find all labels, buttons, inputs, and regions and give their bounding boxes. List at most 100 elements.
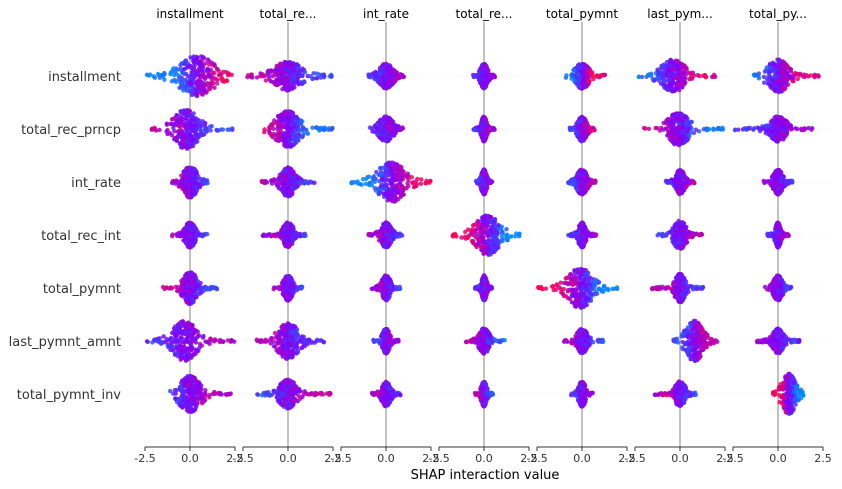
beeswarm-point (164, 129, 169, 134)
beeswarm-cell (663, 167, 697, 197)
beeswarm-point (258, 74, 263, 79)
beeswarm-point (323, 126, 329, 132)
beeswarm-point (192, 140, 198, 145)
beeswarm-point (806, 74, 811, 79)
beeswarm-cell (367, 114, 406, 144)
beeswarm-point (664, 119, 670, 124)
beeswarm-point (192, 192, 198, 197)
beeswarm-point (207, 72, 212, 77)
beeswarm-point (399, 73, 405, 78)
beeswarm-point (149, 127, 155, 133)
beeswarm-point (177, 141, 183, 146)
beeswarm-point (212, 63, 218, 69)
beeswarm-point (662, 79, 667, 85)
beeswarm-point (178, 125, 183, 130)
beeswarm-point (198, 80, 204, 85)
beeswarm-point (280, 74, 285, 79)
beeswarm-point (576, 171, 581, 177)
beeswarm-point (732, 127, 738, 132)
beeswarm-point (296, 175, 301, 180)
beeswarm-point (669, 135, 674, 141)
beeswarm-cell (567, 114, 597, 144)
beeswarm-point (248, 72, 254, 77)
beeswarm-point (286, 191, 292, 196)
beeswarm-point (686, 126, 691, 132)
beeswarm-point (393, 177, 399, 183)
beeswarm-point (262, 127, 267, 132)
beeswarm-point (278, 187, 284, 192)
beeswarm-point (162, 77, 167, 82)
beeswarm-point (481, 76, 486, 81)
beeswarm-point (275, 183, 281, 189)
beeswarm-point (290, 85, 295, 90)
beeswarm-point (179, 132, 185, 137)
beeswarm-point (224, 78, 229, 83)
beeswarm-point (475, 181, 480, 186)
beeswarm-point (207, 81, 213, 86)
beeswarm-point (220, 127, 226, 132)
beeswarm-point (194, 119, 200, 125)
beeswarm-point (577, 68, 583, 74)
beeswarm-point (675, 65, 680, 70)
beeswarm-point (379, 176, 385, 182)
beeswarm-point (208, 128, 213, 133)
beeswarm-point (203, 76, 208, 81)
beeswarm-point (211, 75, 216, 80)
beeswarm-point (254, 75, 260, 80)
beeswarm-point (277, 133, 282, 138)
beeswarm-point (788, 66, 793, 72)
beeswarm-point (414, 181, 420, 187)
beeswarm-point (276, 138, 281, 144)
beeswarm-point (578, 177, 583, 182)
beeswarm-point (197, 62, 202, 68)
beeswarm-cell (636, 57, 718, 94)
beeswarm-point (681, 125, 686, 130)
beeswarm-point (680, 130, 685, 136)
beeswarm-cell (259, 165, 317, 199)
beeswarm-point (581, 171, 587, 176)
beeswarm-point (675, 126, 681, 132)
beeswarm-point (756, 74, 761, 79)
beeswarm-point (381, 70, 386, 76)
beeswarm-point (587, 69, 593, 74)
beeswarm-cell (245, 59, 334, 93)
beeswarm-point (485, 177, 490, 182)
beeswarm-point (269, 181, 275, 186)
beeswarm-point (751, 72, 757, 77)
beeswarm-point (386, 162, 391, 168)
beeswarm-cell (169, 165, 210, 200)
beeswarm-point (777, 125, 782, 131)
beeswarm-point (291, 68, 297, 73)
beeswarm-point (296, 180, 301, 186)
beeswarm-point (384, 194, 390, 199)
beeswarm-point (183, 58, 189, 63)
beeswarm-point (379, 66, 385, 72)
beeswarm-point (169, 132, 175, 138)
beeswarm-point (769, 83, 774, 89)
beeswarm-point (405, 175, 410, 180)
beeswarm-point (711, 126, 716, 131)
beeswarm-point (273, 82, 279, 88)
beeswarm-point (200, 54, 206, 60)
beeswarm-point (585, 65, 590, 70)
beeswarm-point (267, 126, 272, 131)
beeswarm-point (375, 125, 380, 131)
beeswarm-point (266, 68, 271, 73)
beeswarm-point (180, 182, 185, 187)
beeswarm-point (761, 80, 767, 85)
beeswarm-point (809, 127, 814, 132)
beeswarm-point (769, 120, 775, 125)
beeswarm-point (742, 126, 747, 131)
beeswarm-point (688, 70, 694, 76)
beeswarm-point (388, 192, 394, 197)
beeswarm-point (282, 184, 287, 189)
beeswarm-point (415, 176, 420, 182)
beeswarm-point (260, 179, 265, 184)
beeswarm-point (390, 199, 396, 204)
beeswarm-point (379, 83, 385, 88)
beeswarm-point (183, 188, 189, 193)
beeswarm-point (583, 80, 588, 85)
beeswarm-point (278, 123, 283, 128)
beeswarm-point (185, 179, 190, 184)
